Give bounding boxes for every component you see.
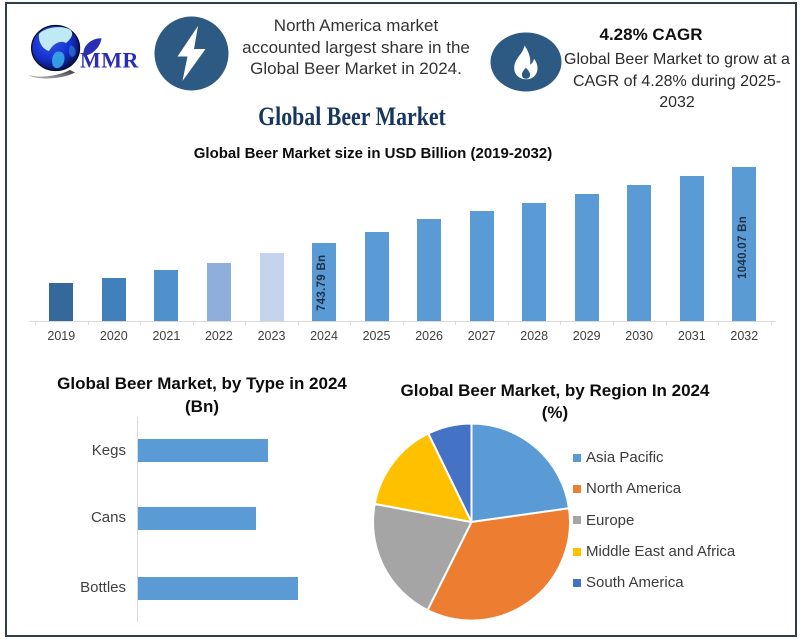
- svg-text:MMR: MMR: [80, 48, 140, 73]
